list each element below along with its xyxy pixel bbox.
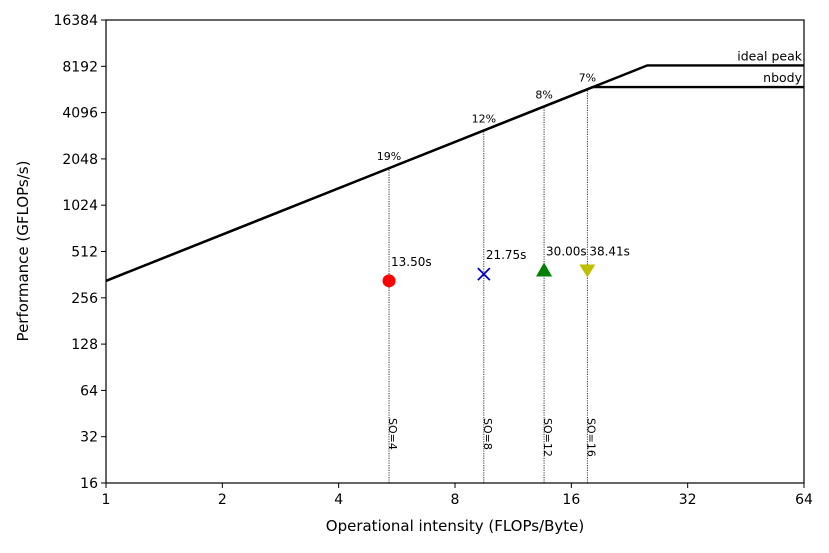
y-tick-label-9: 4096 (62, 106, 98, 122)
plot-frame (105, 19, 805, 484)
roofline-nbody (105, 85, 804, 282)
x-tick-label-4: 8 (451, 492, 460, 508)
roofline-ideal-peak (105, 64, 804, 282)
y-tick-label-1: 16 (80, 476, 98, 492)
x-tick-label-7: 64 (795, 492, 813, 508)
y-tick-label-2: 32 (80, 430, 98, 446)
efficiency-label-1: 19% (377, 150, 401, 163)
time-label-4: 38.41s (589, 245, 630, 259)
so-label-4: SO=16 (584, 418, 597, 457)
y-axis-title: Performance (GFLOPs/s) (14, 161, 32, 342)
y-tick-label-5: 256 (71, 291, 98, 307)
guide-lines: 19% SO=4 12% SO=8 8% SO=12 7% SO=16 (377, 71, 597, 483)
data-points: 13.50s 21.75s 30.00s 38.41s (382, 245, 630, 288)
roofline-curves: ideal peak nbody (105, 48, 804, 282)
roofline-label-ideal-peak: ideal peak (737, 48, 802, 63)
so-label-2: SO=8 (481, 418, 494, 450)
y-tick-label-8: 2048 (62, 152, 98, 168)
roofline-label-nbody: nbody (763, 70, 802, 85)
so-label-3: SO=12 (541, 418, 554, 457)
x-tick-label-1: 1 (102, 492, 111, 508)
y-tick-label-10: 8192 (62, 59, 98, 75)
marker-so12 (536, 262, 553, 277)
marker-so8 (477, 267, 491, 281)
axes: 1 2 4 8 16 32 64 16 32 64 128 256 512 1024 2048 4096 819… (53, 13, 813, 508)
y-tick-label-7: 1024 (62, 198, 98, 214)
x-tick-label-6: 32 (679, 492, 697, 508)
y-tick-label-6: 512 (71, 245, 98, 261)
x-tick-label-5: 16 (562, 492, 580, 508)
time-label-3: 30.00s (546, 245, 587, 259)
time-label-1: 13.50s (391, 255, 432, 269)
x-tick-label-2: 2 (218, 492, 227, 508)
time-label-2: 21.75s (486, 248, 527, 262)
y-tick-label-11: 16384 (53, 13, 98, 29)
x-tick-label-3: 4 (334, 492, 343, 508)
efficiency-label-4: 7% (579, 71, 596, 84)
marker-so16 (579, 264, 596, 278)
efficiency-label-2: 12% (472, 112, 496, 125)
y-tick-label-4: 128 (71, 337, 98, 353)
marker-so4 (382, 274, 396, 288)
x-axis-title: Operational intensity (FLOPs/Byte) (326, 517, 584, 535)
so-label-1: SO=4 (386, 418, 399, 450)
efficiency-label-3: 8% (535, 88, 552, 101)
y-tick-label-3: 64 (80, 383, 98, 399)
